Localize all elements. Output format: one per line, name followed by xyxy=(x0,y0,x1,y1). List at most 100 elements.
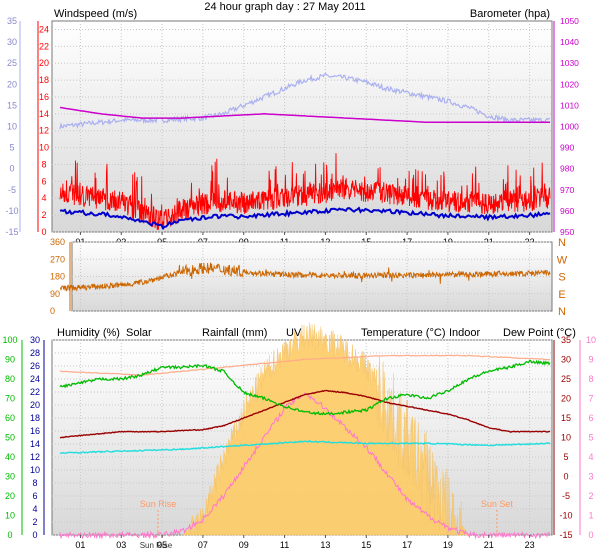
humidity-tick: 50 xyxy=(5,433,15,443)
series-dewpoint-line xyxy=(59,440,551,455)
uv-tick: 7 xyxy=(588,394,593,404)
compass-label: N xyxy=(558,306,566,318)
legend-humidity: Humidity (%) xyxy=(57,327,120,339)
temperature-scale-tick: 20 xyxy=(7,79,17,89)
temperature-scale-tick: 25 xyxy=(7,58,17,68)
panel3-x-axis: 01 03 05 07 09 11 13 15 17 19 21 23 xyxy=(75,535,535,550)
x-tick-label: 13 xyxy=(320,540,330,550)
uv-tick: 0 xyxy=(588,530,593,540)
windspeed-tick: 16 xyxy=(39,92,49,102)
rainfall-tick: 28 xyxy=(30,348,40,358)
uv-tick: 2 xyxy=(588,491,593,501)
temperature-scale-tick: 30 xyxy=(7,37,17,47)
temperature-scale-axis: -15 -10 -5 0 5 10 15 20 25 30 35 xyxy=(5,16,21,237)
temperature-scale-tick: 0 xyxy=(9,164,14,174)
humidity-tick: 20 xyxy=(5,491,15,501)
panel3-series xyxy=(59,322,551,540)
temperature-tick: 25 xyxy=(561,374,571,384)
direction-degree-axis: 0 90 180 270 360 xyxy=(50,237,71,316)
uv-tick: 5 xyxy=(588,433,593,443)
humidity-tick: 10 xyxy=(5,511,15,521)
temperature-axis: -15 -10 -5 0 5 10 15 20 25 30 35 xyxy=(553,335,573,540)
uv-tick: 3 xyxy=(588,472,593,482)
compass-label: S xyxy=(558,272,565,284)
windspeed-tick: 22 xyxy=(39,41,49,51)
series-barometer-line xyxy=(59,106,550,124)
x-tick-label: 05 xyxy=(157,540,167,550)
rainfall-tick: 30 xyxy=(30,335,40,345)
barometer-label: Barometer (hpa) xyxy=(470,8,550,20)
windspeed-tick: 14 xyxy=(39,109,49,119)
temperature-tick: -5 xyxy=(562,491,570,501)
windspeed-tick: 24 xyxy=(39,24,49,34)
series-humidity-line xyxy=(59,359,551,416)
x-tick-label: 03 xyxy=(116,540,126,550)
humidity-tick: 60 xyxy=(5,413,15,423)
temperature-tick: -15 xyxy=(559,530,572,540)
uv-tick: 6 xyxy=(588,413,593,423)
barometer-tick: 980 xyxy=(560,164,574,174)
sun-annotations: Sun Rise Sun Set Sun Rise xyxy=(140,499,514,550)
legend-indoor: Indoor xyxy=(449,327,481,339)
sunrise-label: Sun Rise xyxy=(140,499,177,509)
barometer-tick: 960 xyxy=(560,206,574,216)
temperature-scale-tick: -15 xyxy=(5,227,18,237)
uv-axis: 0 1 2 3 4 5 6 7 8 9 10 xyxy=(579,335,596,540)
rainfall-tick: 20 xyxy=(30,400,40,410)
series-temperature-line xyxy=(59,389,551,439)
compass-label: N xyxy=(558,237,566,249)
barometer-axis: 950 960 970 980 990 1000 1010 1020 1030 1040 1050 xyxy=(553,16,579,237)
barometer-tick: 1040 xyxy=(560,37,579,47)
panel2-grid xyxy=(72,241,552,312)
windspeed-tick: 20 xyxy=(39,58,49,68)
barometer-tick: 1020 xyxy=(560,79,579,89)
barometer-tick: 970 xyxy=(560,185,574,195)
temperature-scale-tick: 35 xyxy=(7,16,17,26)
direction-tick: 0 xyxy=(50,306,55,316)
series-windspeed-line xyxy=(59,153,551,230)
windspeed-tick: 8 xyxy=(41,159,46,169)
temperature-tick: 20 xyxy=(561,394,571,404)
rainfall-tick: 10 xyxy=(30,465,40,475)
temperature-tick: 15 xyxy=(561,413,571,423)
barometer-tick: 950 xyxy=(560,227,574,237)
humidity-tick: 100 xyxy=(2,335,17,345)
temperature-tick: 30 xyxy=(561,355,571,365)
direction-tick: 270 xyxy=(50,254,65,264)
windspeed-label: Windspeed (m/s) xyxy=(54,8,137,20)
temperature-scale-tick: 15 xyxy=(7,100,17,110)
x-tick-label: 07 xyxy=(198,540,208,550)
sunset-label: Sun Set xyxy=(481,499,514,509)
rainfall-tick: 8 xyxy=(32,478,37,488)
humidity-tick: 80 xyxy=(5,374,15,384)
barometer-tick: 990 xyxy=(560,143,574,153)
uv-tick: 8 xyxy=(588,374,593,384)
chart-title: 24 hour graph day : 27 May 2011 xyxy=(204,1,365,13)
rainfall-tick: 24 xyxy=(30,374,40,384)
windspeed-tick: 18 xyxy=(39,75,49,85)
windspeed-tick: 12 xyxy=(39,126,49,136)
humidity-tick: 30 xyxy=(5,472,15,482)
rainfall-tick: 14 xyxy=(30,439,40,449)
series-wind-average-line xyxy=(59,206,551,230)
rainfall-tick: 26 xyxy=(30,361,40,371)
rainfall-tick: 4 xyxy=(32,504,37,514)
direction-tick: 360 xyxy=(50,237,65,247)
panel1-series xyxy=(59,72,551,230)
x-tick-label: 17 xyxy=(402,540,412,550)
temperature-scale-tick: -5 xyxy=(8,185,16,195)
temperature-tick: 5 xyxy=(563,452,568,462)
legend-dewpoint: Dew Point (°C) xyxy=(503,327,576,339)
direction-tick: 90 xyxy=(50,289,60,299)
legend-rainfall: Rainfall (mm) xyxy=(202,327,267,339)
series-wind-direction-line xyxy=(59,262,551,292)
rainfall-tick: 2 xyxy=(32,517,37,527)
barometer-tick: 1010 xyxy=(560,100,579,110)
rainfall-tick: 22 xyxy=(30,387,40,397)
rainfall-tick: 18 xyxy=(30,413,40,423)
uv-tick: 9 xyxy=(588,355,593,365)
